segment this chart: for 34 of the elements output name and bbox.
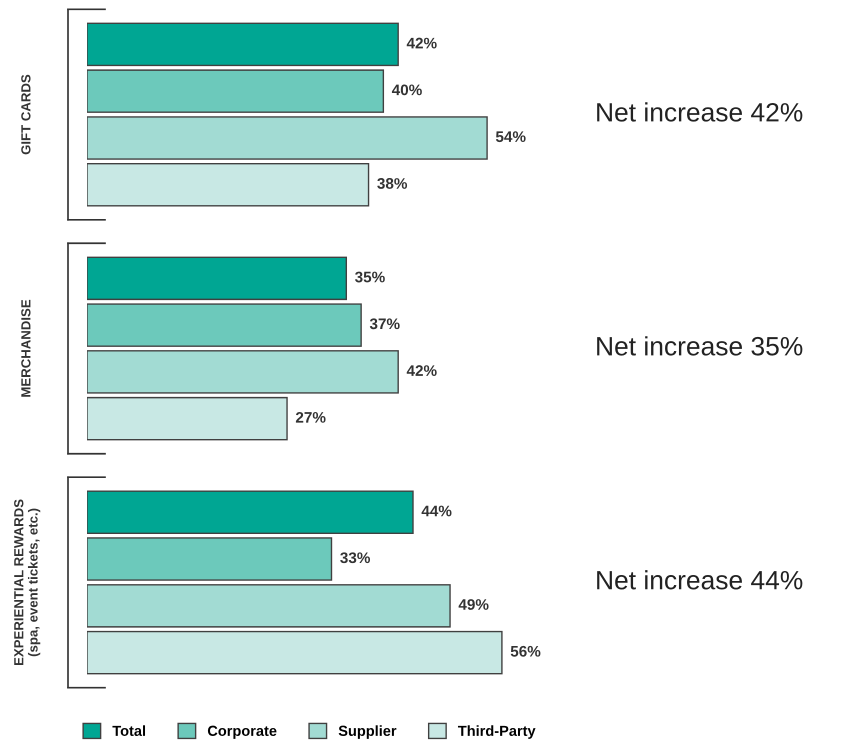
bar (87, 22, 399, 66)
bar (87, 163, 370, 206)
data-label: 27% (296, 412, 326, 423)
data-label: 35% (355, 272, 385, 282)
y-tick-label: EXPERIENTIAL REWARDS (spa, event tickets, etc.) (14, 499, 40, 666)
data-label: 37% (370, 318, 400, 330)
text: Net increase 35% (597, 336, 802, 356)
data-label: 44% (422, 506, 452, 516)
y-tick-label: GIFT CARDS (21, 74, 31, 154)
bar (87, 303, 362, 347)
bar (87, 116, 488, 160)
data-label: 54% (496, 131, 526, 142)
data-label: 33% (340, 552, 370, 564)
legend-label: Supplier (338, 725, 396, 739)
data-label: 38% (377, 178, 408, 189)
data-label: 40% (392, 84, 422, 96)
data-label: 49% (458, 599, 489, 610)
data-label: 56% (510, 646, 540, 657)
legend-label: Corporate (208, 726, 276, 739)
y-tick-label: MERCHANDISE (21, 300, 31, 397)
bar (87, 350, 399, 394)
data-label: 42% (406, 38, 437, 48)
legend-label: Third-Party (458, 725, 536, 739)
data-label: 42% (406, 365, 437, 376)
bar (87, 69, 384, 113)
bar (87, 396, 288, 440)
text: Net increase 42% (597, 102, 802, 122)
bar (87, 490, 414, 534)
bar (87, 256, 348, 300)
bar (87, 537, 332, 581)
bar (87, 630, 503, 674)
bar (87, 584, 451, 628)
legend-label: Total (112, 725, 146, 736)
text: Net increase 44% (597, 570, 802, 590)
